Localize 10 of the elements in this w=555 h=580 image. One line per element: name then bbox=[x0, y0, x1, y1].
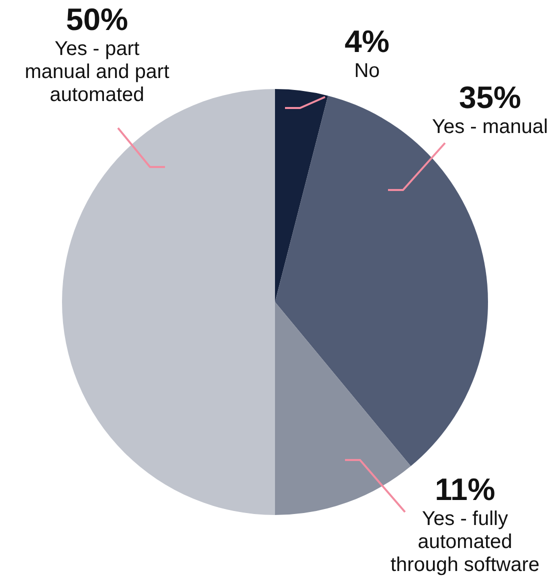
data-label: 11% bbox=[434, 472, 496, 507]
slice-label: Yes - part manual and part automated bbox=[24, 38, 170, 106]
pie-slice bbox=[275, 302, 411, 515]
slice-label: No bbox=[354, 60, 380, 82]
data-label: 4% bbox=[344, 24, 390, 59]
slice-label: Yes - manual bbox=[432, 116, 548, 138]
data-label: 35% bbox=[458, 80, 522, 115]
pie-slice bbox=[275, 89, 328, 302]
slice-label: Yes - fully automated through software bbox=[390, 508, 540, 576]
data-label: 50% bbox=[66, 2, 128, 37]
